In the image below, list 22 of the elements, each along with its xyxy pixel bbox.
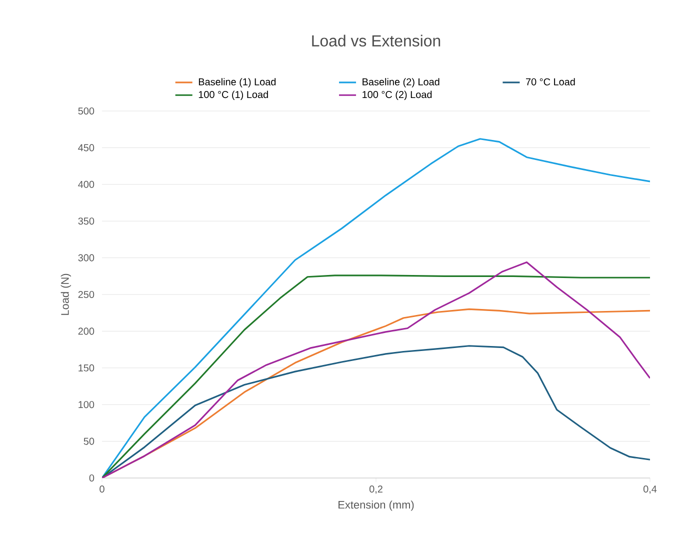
x-tick-label: 0,2: [369, 486, 382, 494]
chart-title: Load vs Extension: [312, 34, 440, 47]
y-tick-label: 200: [78, 328, 94, 335]
y-tick-label: 450: [78, 144, 94, 152]
x-tick-label: 0: [100, 486, 104, 493]
legend-label: Baseline (1) Load: [198, 78, 276, 88]
legend-label: 100 °C (2) Load: [362, 90, 432, 100]
y-tick-label: 250: [78, 290, 94, 298]
y-tick-label: 150: [78, 364, 94, 372]
y-tick-label: 400: [78, 180, 94, 188]
y-tick-label: 0: [89, 474, 94, 482]
y-tick-label: 350: [78, 218, 94, 225]
y-tick-label: 50: [84, 438, 94, 445]
x-axis-title: Extension (mm): [338, 500, 414, 511]
y-tick-label: 500: [78, 107, 94, 115]
y-tick-label: 300: [78, 254, 94, 262]
y-axis-title: Load (N): [60, 274, 72, 315]
legend-label: 70 °C Load: [526, 78, 575, 86]
y-tick-label: 100: [78, 401, 94, 408]
legend-label: 100 °C (1) Load: [198, 90, 268, 100]
x-tick-label: 0,4: [643, 486, 657, 494]
legend-label: Baseline (2) Load: [362, 78, 440, 88]
